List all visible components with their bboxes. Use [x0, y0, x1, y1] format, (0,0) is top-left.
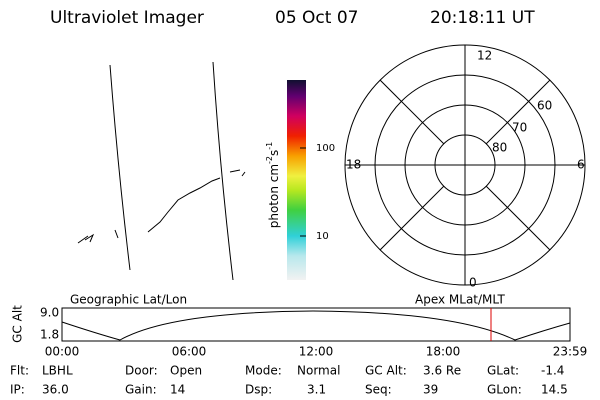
x-tick-label: 06:00: [172, 345, 207, 359]
info-label: Flt:: [10, 364, 29, 378]
info-value: 36.0: [42, 383, 69, 397]
y-tick-label: 9.0: [40, 306, 59, 320]
title: Ultraviolet Imager: [50, 8, 204, 28]
label-sup: -1: [265, 142, 274, 150]
info-label: GC Alt:: [365, 364, 407, 378]
info-value: LBHL: [42, 364, 73, 378]
polar-label: 18: [346, 158, 361, 172]
info-panel: Flt: LBHL Door: Open Mode: Normal GC Alt: 3.6 R…: [10, 364, 568, 397]
x-tick-label: 00:00: [45, 345, 80, 359]
altitude-curve: [61, 310, 571, 341]
x-ticks: 00:00 06:00 12:00 18:00 23:59: [45, 345, 588, 359]
info-label: Gain:: [125, 383, 157, 397]
y-label: GC Alt: [11, 305, 25, 343]
info-label: Dsp:: [245, 383, 272, 397]
orbit-left-title: Geographic Lat/Lon: [70, 293, 187, 307]
info-value: Open: [170, 364, 202, 378]
info-label: IP:: [10, 383, 25, 397]
orbit-frame: [61, 307, 571, 342]
info-label: Door:: [125, 364, 158, 378]
colorbar-label: photon cm-2s-1: [265, 142, 281, 229]
x-tick-label: 12:00: [299, 345, 334, 359]
polar-label: 60: [537, 99, 552, 113]
map: [77, 61, 246, 281]
colorbar-tick-label: 10: [316, 231, 329, 242]
info-value: -1.4: [541, 364, 564, 378]
date: 05 Oct 07: [275, 8, 358, 28]
colorbar-tick-label: 100: [316, 143, 335, 154]
info-value: 39: [423, 383, 438, 397]
info-value: Normal: [297, 364, 340, 378]
polar-label: 12: [477, 49, 492, 63]
info-label: GLon:: [487, 383, 522, 397]
x-tick-label: 18:00: [426, 345, 461, 359]
info-value: 14.5: [541, 383, 568, 397]
info-value: 3.1: [307, 383, 326, 397]
x-tick-label: 23:59: [553, 345, 588, 359]
info-value: 14: [170, 383, 185, 397]
orbit-right-title: Apex MLat/MLT: [415, 293, 505, 307]
info-value: 3.6 Re: [423, 364, 461, 378]
y-tick-label: 1.8: [40, 328, 59, 342]
polar-label: 80: [492, 141, 507, 155]
info-label: GLat:: [487, 364, 519, 378]
polar-grid: [344, 44, 586, 286]
label-sup: -2: [265, 156, 274, 164]
time: 20:18:11 UT: [430, 8, 535, 28]
polar-label: 0: [469, 276, 477, 290]
polar-label: 6: [577, 158, 585, 172]
colorbar: [287, 80, 306, 280]
polar-label: 70: [512, 121, 527, 135]
info-label: Mode:: [245, 364, 282, 378]
label-part: s: [267, 150, 281, 156]
label-part: photon cm: [267, 164, 281, 228]
info-label: Seq:: [365, 383, 392, 397]
